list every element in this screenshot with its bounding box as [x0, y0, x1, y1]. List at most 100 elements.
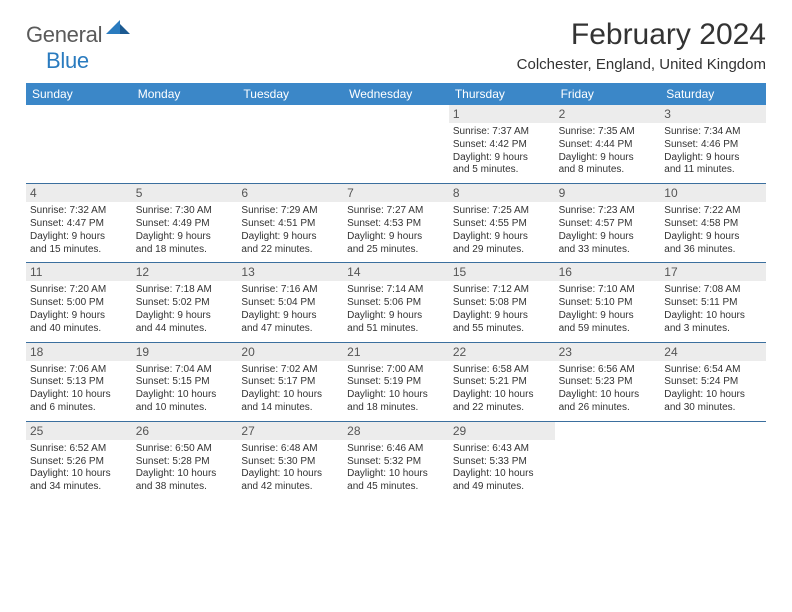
day-number: 20	[237, 343, 343, 361]
day-cell: 21Sunrise: 7:00 AMSunset: 5:19 PMDayligh…	[343, 343, 449, 421]
day-info-line: and 44 minutes.	[136, 323, 234, 336]
header: General February 2024 Colchester, Englan…	[26, 18, 766, 73]
day-number: 18	[26, 343, 132, 361]
day-number: 8	[449, 184, 555, 202]
day-info: Sunrise: 7:22 AMSunset: 4:58 PMDaylight:…	[664, 205, 762, 256]
day-info-line: Sunset: 4:49 PM	[136, 218, 234, 231]
day-info-line: Sunrise: 7:37 AM	[453, 126, 551, 139]
weekday-wed: Wednesday	[343, 83, 449, 105]
day-number: 19	[132, 343, 238, 361]
day-info-line: Sunset: 5:26 PM	[30, 456, 128, 469]
day-number: 1	[449, 105, 555, 123]
day-info: Sunrise: 6:58 AMSunset: 5:21 PMDaylight:…	[453, 364, 551, 415]
day-info-line: Daylight: 9 hours	[453, 310, 551, 323]
day-info-line: Sunrise: 6:50 AM	[136, 443, 234, 456]
day-info-line: Sunrise: 7:02 AM	[241, 364, 339, 377]
day-info-line: and 5 minutes.	[453, 164, 551, 177]
day-info-line: and 22 minutes.	[241, 244, 339, 257]
day-cell: 23Sunrise: 6:56 AMSunset: 5:23 PMDayligh…	[555, 343, 661, 421]
day-cell: 14Sunrise: 7:14 AMSunset: 5:06 PMDayligh…	[343, 263, 449, 341]
day-info-line: Sunrise: 7:06 AM	[30, 364, 128, 377]
day-cell: 15Sunrise: 7:12 AMSunset: 5:08 PMDayligh…	[449, 263, 555, 341]
day-info-line: Sunrise: 7:27 AM	[347, 205, 445, 218]
day-info: Sunrise: 7:02 AMSunset: 5:17 PMDaylight:…	[241, 364, 339, 415]
day-info-line: and 18 minutes.	[347, 402, 445, 415]
day-info-line: and 8 minutes.	[559, 164, 657, 177]
day-number: 27	[237, 422, 343, 440]
day-number: 17	[660, 263, 766, 281]
calendar: Sunday Monday Tuesday Wednesday Thursday…	[26, 83, 766, 500]
day-cell: 17Sunrise: 7:08 AMSunset: 5:11 PMDayligh…	[660, 263, 766, 341]
day-cell: 11Sunrise: 7:20 AMSunset: 5:00 PMDayligh…	[26, 263, 132, 341]
day-info-line: and 25 minutes.	[347, 244, 445, 257]
day-cell: 27 Sunrise: 6:48 AMSunset: 5:30 PMDayligh…	[237, 422, 343, 500]
day-info: Sunrise: 7:16 AMSunset: 5:04 PMDaylight:…	[241, 284, 339, 335]
day-info-line: Sunset: 4:44 PM	[559, 139, 657, 152]
day-info-line: and 29 minutes.	[453, 244, 551, 257]
day-info-line: Sunset: 5:33 PM	[453, 456, 551, 469]
day-info-line: Sunset: 5:08 PM	[453, 297, 551, 310]
day-info-line: Sunrise: 7:16 AM	[241, 284, 339, 297]
day-info-line: and 14 minutes.	[241, 402, 339, 415]
day-info-line: Daylight: 10 hours	[664, 310, 762, 323]
weekday-tue: Tuesday	[237, 83, 343, 105]
day-info-line: and 11 minutes.	[664, 164, 762, 177]
day-info: Sunrise: 6:43 AMSunset: 5:33 PMDaylight:…	[453, 443, 551, 494]
day-cell	[132, 105, 238, 183]
day-info-line: and 47 minutes.	[241, 323, 339, 336]
day-cell	[660, 422, 766, 500]
day-number: 10	[660, 184, 766, 202]
week-row: 1 Sunrise: 7:37 AMSunset: 4:42 PMDaylight…	[26, 105, 766, 184]
day-info-line: Daylight: 9 hours	[453, 231, 551, 244]
day-cell: 5Sunrise: 7:30 AMSunset: 4:49 PMDaylight…	[132, 184, 238, 262]
day-info: Sunrise: 6:48 AMSunset: 5:30 PMDaylight:…	[241, 443, 339, 494]
week-row: 25Sunrise: 6:52 AMSunset: 5:26 PMDayligh…	[26, 422, 766, 500]
day-info: Sunrise: 7:23 AMSunset: 4:57 PMDaylight:…	[559, 205, 657, 256]
day-info-line: Daylight: 9 hours	[347, 310, 445, 323]
weekday-thu: Thursday	[449, 83, 555, 105]
day-number: 22	[449, 343, 555, 361]
weekday-sat: Saturday	[660, 83, 766, 105]
day-number: 2	[555, 105, 661, 123]
day-info-line: and 42 minutes.	[241, 481, 339, 494]
day-info-line: Sunset: 5:23 PM	[559, 376, 657, 389]
day-cell	[26, 105, 132, 183]
day-info-line: Daylight: 10 hours	[559, 389, 657, 402]
day-info-line: and 59 minutes.	[559, 323, 657, 336]
day-info-line: Sunset: 5:30 PM	[241, 456, 339, 469]
day-info-line: Sunrise: 7:34 AM	[664, 126, 762, 139]
day-info: Sunrise: 7:12 AMSunset: 5:08 PMDaylight:…	[453, 284, 551, 335]
day-number: 14	[343, 263, 449, 281]
day-info: Sunrise: 7:32 AMSunset: 4:47 PMDaylight:…	[30, 205, 128, 256]
day-info-line: Sunset: 5:21 PM	[453, 376, 551, 389]
day-info-line: and 18 minutes.	[136, 244, 234, 257]
day-info-line: Daylight: 9 hours	[559, 231, 657, 244]
day-cell: 6Sunrise: 7:29 AMSunset: 4:51 PMDaylight…	[237, 184, 343, 262]
day-info: Sunrise: 6:46 AMSunset: 5:32 PMDaylight:…	[347, 443, 445, 494]
logo-blue-word: Blue	[44, 48, 89, 74]
day-info-line: Sunset: 5:17 PM	[241, 376, 339, 389]
day-info-line: Daylight: 10 hours	[241, 389, 339, 402]
day-info: Sunrise: 7:04 AMSunset: 5:15 PMDaylight:…	[136, 364, 234, 415]
day-cell: 4Sunrise: 7:32 AMSunset: 4:47 PMDaylight…	[26, 184, 132, 262]
day-cell: 9Sunrise: 7:23 AMSunset: 4:57 PMDaylight…	[555, 184, 661, 262]
day-info: Sunrise: 7:29 AMSunset: 4:51 PMDaylight:…	[241, 205, 339, 256]
day-cell: 29 Sunrise: 6:43 AMSunset: 5:33 PMDayligh…	[449, 422, 555, 500]
day-number: 11	[26, 263, 132, 281]
day-info-line: Sunset: 5:19 PM	[347, 376, 445, 389]
day-number: 29	[449, 422, 555, 440]
day-info-line: and 3 minutes.	[664, 323, 762, 336]
day-info-line: Daylight: 10 hours	[347, 468, 445, 481]
day-info: Sunrise: 7:37 AMSunset: 4:42 PMDaylight:…	[453, 126, 551, 177]
day-info-line: Daylight: 9 hours	[241, 231, 339, 244]
day-info: Sunrise: 7:00 AMSunset: 5:19 PMDaylight:…	[347, 364, 445, 415]
weekday-sun: Sunday	[26, 83, 132, 105]
day-cell: 24Sunrise: 6:54 AMSunset: 5:24 PMDayligh…	[660, 343, 766, 421]
day-info-line: Sunset: 5:10 PM	[559, 297, 657, 310]
day-cell: 22 Sunrise: 6:58 AMSunset: 5:21 PMDayligh…	[449, 343, 555, 421]
day-info-line: and 26 minutes.	[559, 402, 657, 415]
day-info-line: Sunset: 5:00 PM	[30, 297, 128, 310]
day-info-line: Daylight: 10 hours	[136, 468, 234, 481]
day-info-line: Sunrise: 7:35 AM	[559, 126, 657, 139]
day-cell: 26Sunrise: 6:50 AMSunset: 5:28 PMDayligh…	[132, 422, 238, 500]
